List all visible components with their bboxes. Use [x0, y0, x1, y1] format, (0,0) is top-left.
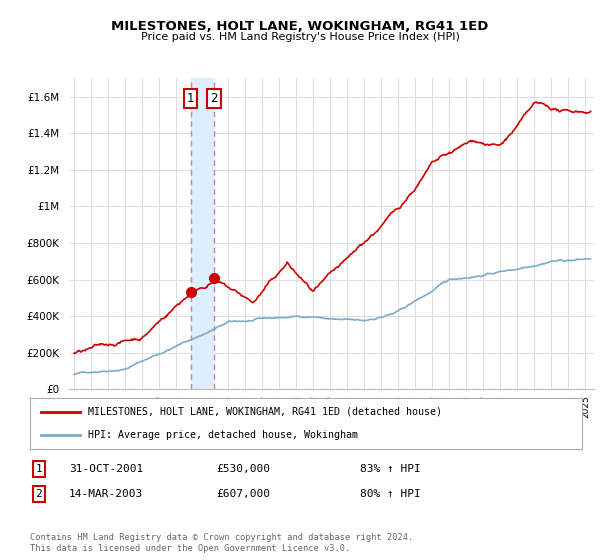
- Text: 2: 2: [35, 489, 43, 499]
- Text: £607,000: £607,000: [216, 489, 270, 499]
- Text: 14-MAR-2003: 14-MAR-2003: [69, 489, 143, 499]
- Text: 80% ↑ HPI: 80% ↑ HPI: [360, 489, 421, 499]
- Text: MILESTONES, HOLT LANE, WOKINGHAM, RG41 1ED: MILESTONES, HOLT LANE, WOKINGHAM, RG41 1…: [112, 20, 488, 32]
- Text: MILESTONES, HOLT LANE, WOKINGHAM, RG41 1ED (detached house): MILESTONES, HOLT LANE, WOKINGHAM, RG41 1…: [88, 407, 442, 417]
- Text: 1: 1: [35, 464, 43, 474]
- Text: £530,000: £530,000: [216, 464, 270, 474]
- Text: HPI: Average price, detached house, Wokingham: HPI: Average price, detached house, Woki…: [88, 430, 358, 440]
- Text: 83% ↑ HPI: 83% ↑ HPI: [360, 464, 421, 474]
- Text: Contains HM Land Registry data © Crown copyright and database right 2024.
This d: Contains HM Land Registry data © Crown c…: [30, 533, 413, 553]
- Text: Price paid vs. HM Land Registry's House Price Index (HPI): Price paid vs. HM Land Registry's House …: [140, 32, 460, 43]
- Bar: [191, 78, 214, 389]
- Text: 2: 2: [210, 92, 218, 105]
- Text: 1: 1: [187, 92, 194, 105]
- Text: 31-OCT-2001: 31-OCT-2001: [69, 464, 143, 474]
